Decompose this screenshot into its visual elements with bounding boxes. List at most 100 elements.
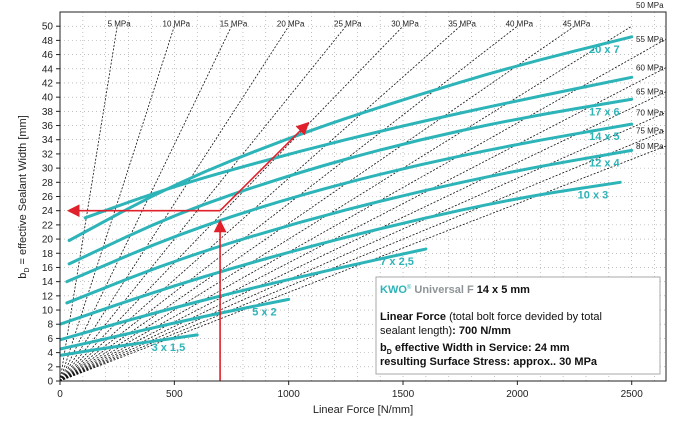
info-product: Universal F <box>411 284 474 296</box>
stress-label: 70 MPa <box>636 108 664 117</box>
stress-label: 80 MPa <box>636 142 664 151</box>
info-line-1: Linear Force (total bolt force devided b… <box>380 311 602 323</box>
info-box: KWO® Universal F 14 x 5 mm Linear Force … <box>375 276 661 375</box>
info-box-frame <box>375 276 661 375</box>
info-line-3-rest: effective Width in Service: 24 mm <box>392 342 570 354</box>
y-tick-label: 18 <box>42 249 54 260</box>
x-tick-label: 2000 <box>506 389 529 400</box>
stress-line <box>60 91 666 381</box>
y-tick-label: 22 <box>42 220 54 231</box>
stress-line <box>60 111 666 381</box>
y-tick-label: 40 <box>42 93 54 104</box>
info-brand: KWO <box>380 284 407 296</box>
x-tick-label: 1500 <box>392 389 415 400</box>
stress-label: 10 MPa <box>163 20 191 29</box>
stress-label: 25 MPa <box>334 20 362 29</box>
stress-label: 20 MPa <box>277 20 305 29</box>
info-reg: ® <box>407 284 412 291</box>
stress-line <box>60 25 632 381</box>
size-label: 12 x 4 <box>589 157 620 169</box>
y-tick-label: 38 <box>42 107 54 118</box>
y-tick-label: 32 <box>42 149 54 160</box>
stress-line <box>60 25 518 381</box>
y-tick-label: 8 <box>47 320 53 331</box>
y-axis-title-sub: D <box>24 268 31 273</box>
info-box-title: KWO® Universal F 14 x 5 mm <box>380 284 530 296</box>
size-label: 14 x 5 <box>589 131 620 143</box>
info-line-1-rest: (total bolt force devided by total <box>446 311 602 323</box>
axis-ticks: 0246810121416182022242628303234363840424… <box>42 22 643 400</box>
stress-label: 5 MPa <box>108 20 132 29</box>
y-tick-label: 36 <box>42 121 54 132</box>
size-label: 17 x 6 <box>589 106 620 118</box>
stress-label: 60 MPa <box>636 64 664 73</box>
y-tick-label: 34 <box>42 135 54 146</box>
stress-label: 45 MPa <box>563 20 591 29</box>
x-tick-label: 0 <box>57 389 63 400</box>
stress-line <box>60 26 232 381</box>
y-tick-label: 4 <box>47 348 53 359</box>
sealant-curve <box>67 35 634 242</box>
sealant-curve <box>65 122 634 284</box>
x-tick-label: 500 <box>166 389 183 400</box>
info-line-3-b: b <box>380 342 387 354</box>
y-tick-label: 44 <box>42 64 54 75</box>
y-tick-label: 26 <box>42 192 54 203</box>
size-labels: 3 x 1,5 5 x 2 7 x 2,5 10 x 3 12 x 4 14 x 5 17 … <box>152 44 621 354</box>
stress-label: 35 MPa <box>448 20 476 29</box>
info-line-2-rest: sealant length) <box>380 325 452 337</box>
y-tick-label: 0 <box>47 377 53 388</box>
y-tick-label: 24 <box>42 206 54 217</box>
sealant-curve <box>65 148 634 305</box>
y-tick-label: 48 <box>42 36 54 47</box>
stress-label: 30 MPa <box>391 20 419 29</box>
stress-labels: 5 MPa 10 MPa 15 MPa 20 MPa 25 MPa 30 MPa 35 MP… <box>108 1 665 151</box>
sealant-curve <box>83 75 634 220</box>
sealant-curve <box>60 333 199 357</box>
y-tick-label: 20 <box>42 235 54 246</box>
y-tick-label: 50 <box>42 22 54 33</box>
y-tick-label: 46 <box>42 50 54 61</box>
info-line-3-sub: D <box>387 349 392 356</box>
x-axis-title: Linear Force [N/mm] <box>313 404 413 416</box>
size-label: 5 x 2 <box>252 306 276 318</box>
sealant-curve <box>60 247 428 342</box>
stress-line <box>60 25 404 381</box>
y-axis-title-rest: = effective Sealant Width [mm] <box>17 115 29 267</box>
stress-label: 65 MPa <box>636 88 664 97</box>
sealant-curve <box>60 180 622 326</box>
stress-line <box>60 26 118 381</box>
stress-line <box>60 26 175 381</box>
info-line-3: bD effective Width in Service: 24 mm <box>380 342 570 356</box>
info-line-1-bold: Linear Force <box>380 311 446 323</box>
size-label: 10 x 3 <box>578 189 609 201</box>
sealant-curve <box>60 297 291 351</box>
y-tick-label: 42 <box>42 78 54 89</box>
y-tick-label: 2 <box>47 362 53 373</box>
y-tick-label: 12 <box>42 291 54 302</box>
stress-label: 55 MPa <box>636 35 664 44</box>
y-tick-label: 14 <box>42 277 54 288</box>
stress-line <box>60 25 290 381</box>
size-label: 20 x 7 <box>589 44 620 56</box>
y-tick-label: 30 <box>42 164 54 175</box>
stress-lines <box>60 25 666 381</box>
stress-label: 40 MPa <box>506 20 534 29</box>
y-tick-label: 28 <box>42 178 54 189</box>
info-line-2-bold: 700 N/mm <box>459 325 511 337</box>
x-tick-label: 2500 <box>621 389 644 400</box>
y-tick-label: 6 <box>47 334 53 345</box>
stress-line <box>60 38 666 381</box>
stress-line <box>60 25 461 381</box>
info-line-2: sealant length): 700 N/mm <box>380 325 511 337</box>
x-tick-label: 1000 <box>278 389 301 400</box>
stress-label: 75 MPa <box>636 126 664 135</box>
stress-label: 15 MPa <box>220 20 248 29</box>
y-axis-title: bD = effective Sealant Width [mm] <box>17 115 31 279</box>
sealant-curves <box>60 35 634 357</box>
info-line-4: resulting Surface Stress: approx.. 30 MP… <box>380 356 598 368</box>
reading-arrows <box>66 121 310 381</box>
info-size: 14 x 5 mm <box>474 284 530 296</box>
